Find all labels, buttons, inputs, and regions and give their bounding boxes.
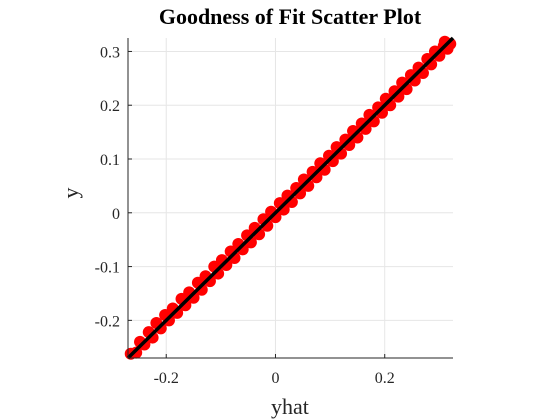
x-tick-label: -0.2 (154, 370, 179, 387)
chart-title: Goodness of Fit Scatter Plot (159, 4, 422, 29)
y-tick-labels: -0.2 -0.1 0 0.1 0.2 0.3 (95, 44, 120, 330)
grid (128, 38, 453, 358)
x-tick-label: 0.2 (375, 370, 395, 387)
x-tick-label: 0 (271, 370, 279, 387)
y-tick-label: 0.2 (100, 98, 120, 115)
fit-line-group (126, 36, 455, 360)
data-point (130, 346, 143, 359)
data-point (154, 322, 167, 335)
data-point (138, 338, 151, 351)
data-point (162, 314, 175, 327)
x-tick-labels: -0.2 0 0.2 (154, 370, 395, 387)
fit-line (126, 36, 455, 360)
y-tick-label: 0 (112, 206, 120, 223)
y-tick-label: 0.3 (100, 44, 120, 61)
x-axis-label: yhat (271, 394, 309, 419)
y-tick-label: -0.2 (95, 313, 120, 330)
y-axis-label: y (58, 188, 83, 199)
y-tick-label: 0.1 (100, 152, 120, 169)
axes (127, 38, 453, 359)
y-tick-label: -0.1 (95, 260, 120, 277)
data-point (171, 306, 184, 319)
